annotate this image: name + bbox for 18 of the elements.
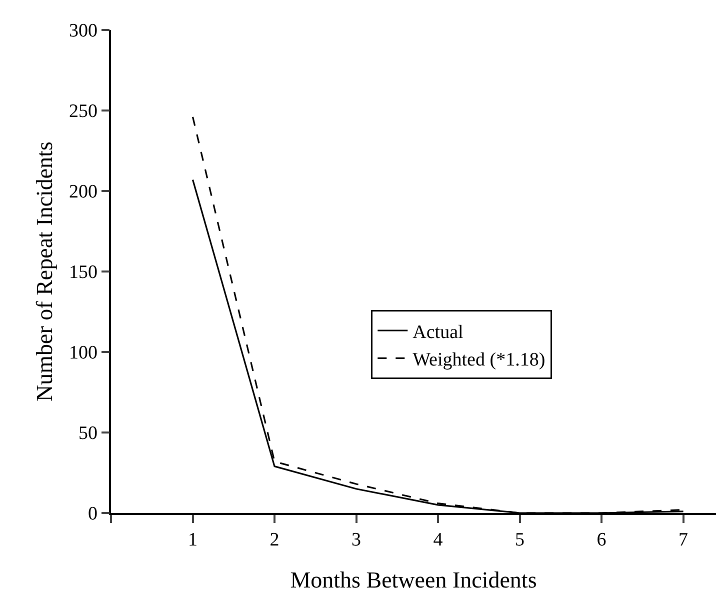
x-tick-label: 4 xyxy=(433,530,444,551)
y-tick-label: 0 xyxy=(88,504,98,525)
x-tick-label: 7 xyxy=(678,530,688,551)
x-tick-label: 3 xyxy=(352,530,362,551)
y-tick-label: 50 xyxy=(78,423,98,444)
legend-label: Weighted (*1.18) xyxy=(412,350,546,371)
y-tick-label: 250 xyxy=(68,101,98,122)
x-tick-label: 5 xyxy=(515,530,525,551)
y-tick-label: 300 xyxy=(68,20,98,42)
y-axis-title: Number of Repeat Incidents xyxy=(32,141,57,402)
y-tick-label: 200 xyxy=(68,182,98,203)
x-axis-title: Months Between Incidents xyxy=(290,568,537,593)
x-tick-label: 6 xyxy=(596,530,606,551)
y-tick-label: 150 xyxy=(68,262,98,284)
legend-label: Actual xyxy=(412,322,464,343)
x-tick-label: 1 xyxy=(188,530,198,551)
y-tick-label: 100 xyxy=(68,342,98,364)
x-tick-label: 2 xyxy=(270,530,280,551)
